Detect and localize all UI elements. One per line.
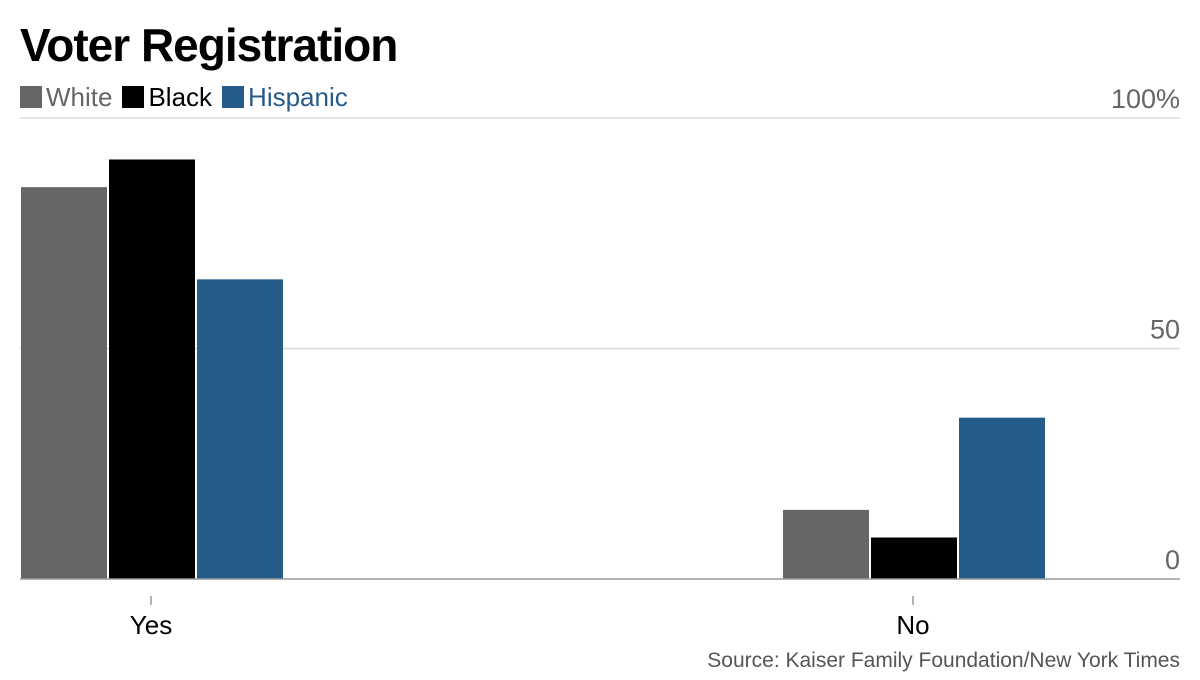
- y-tick-label-100: 100%: [1111, 84, 1180, 114]
- bar-no-white: [783, 509, 869, 579]
- legend: White Black Hispanic: [20, 84, 358, 110]
- bar-no-black: [871, 537, 957, 579]
- source-note: Source: Kaiser Family Foundation/New Yor…: [707, 649, 1180, 672]
- legend-item-hispanic: Hispanic: [222, 84, 348, 110]
- legend-swatch-black: [122, 86, 145, 108]
- bar-no-hispanic: [959, 417, 1045, 579]
- legend-swatch-hispanic: [222, 86, 245, 108]
- y-tick-label-0: 0: [1165, 545, 1180, 575]
- legend-swatch-white: [20, 86, 42, 108]
- x-tick-label-no: No: [896, 610, 929, 640]
- chart-title: Voter Registration: [20, 19, 398, 71]
- legend-label-black: Black: [148, 82, 213, 112]
- x-tick-label-yes: Yes: [130, 610, 172, 640]
- bar-yes-black: [109, 159, 195, 580]
- bar-yes-white: [21, 187, 107, 579]
- legend-item-white: White: [20, 84, 112, 110]
- legend-label-white: White: [46, 82, 113, 112]
- legend-label-hispanic: Hispanic: [248, 82, 348, 112]
- legend-item-black: Black: [122, 84, 212, 110]
- bar-yes-hispanic: [197, 279, 283, 579]
- y-tick-label-50: 50: [1150, 315, 1180, 345]
